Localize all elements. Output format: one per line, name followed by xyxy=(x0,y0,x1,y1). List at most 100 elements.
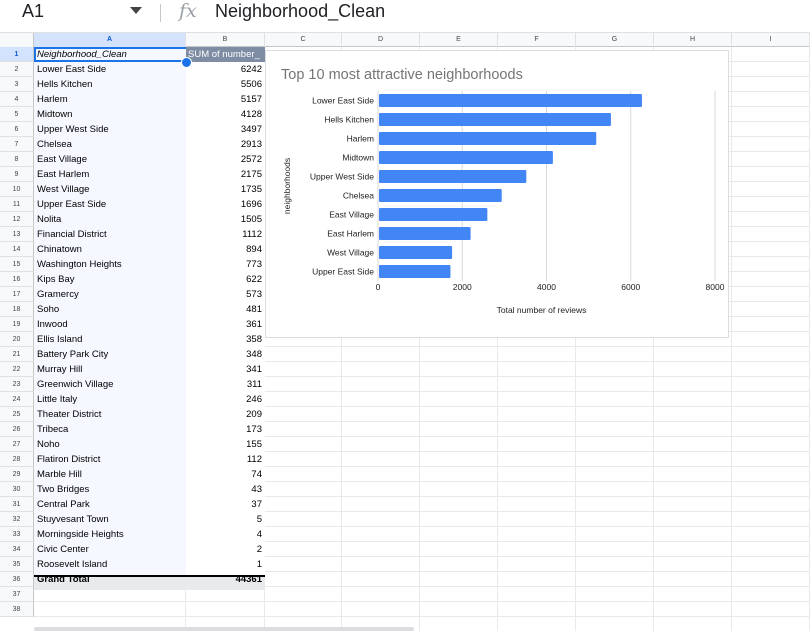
pivot-row-value[interactable]: 4 xyxy=(256,529,262,540)
pivot-row-label[interactable]: Flatiron District xyxy=(37,454,101,465)
pivot-row-value[interactable]: 1505 xyxy=(240,214,262,225)
pivot-row-value[interactable]: 622 xyxy=(246,274,262,285)
row-header-4[interactable]: 4 xyxy=(0,92,34,107)
pivot-row-label[interactable]: Two Bridges xyxy=(37,484,90,495)
row-header-5[interactable]: 5 xyxy=(0,107,34,122)
pivot-row-value[interactable]: 2 xyxy=(256,544,262,555)
pivot-row-value[interactable]: 209 xyxy=(246,409,262,420)
grand-total-label[interactable]: Grand Total xyxy=(37,574,90,585)
pivot-row-label[interactable]: Battery Park City xyxy=(37,349,109,360)
grand-total-value[interactable]: 44361 xyxy=(235,574,262,585)
pivot-row-value[interactable]: 1 xyxy=(256,559,262,570)
pivot-row-label[interactable]: Tribeca xyxy=(37,424,69,435)
pivot-row-value[interactable]: 773 xyxy=(246,259,262,270)
pivot-row-value[interactable]: 74 xyxy=(251,469,262,480)
column-header-e[interactable]: E xyxy=(420,33,498,47)
row-header-23[interactable]: 23 xyxy=(0,377,34,392)
pivot-row-value[interactable]: 155 xyxy=(246,439,262,450)
pivot-row-label[interactable]: Kips Bay xyxy=(37,274,75,285)
row-header-15[interactable]: 15 xyxy=(0,257,34,272)
pivot-row-label[interactable]: Ellis Island xyxy=(37,334,83,345)
pivot-row-label[interactable]: East Village xyxy=(37,154,87,165)
row-header-38[interactable]: 38 xyxy=(0,602,34,617)
pivot-row-value[interactable]: 5 xyxy=(256,514,262,525)
column-header-b[interactable]: B xyxy=(186,33,265,47)
row-header-26[interactable]: 26 xyxy=(0,422,34,437)
row-header-1[interactable]: 1 xyxy=(0,47,34,62)
pivot-row-label[interactable]: Soho xyxy=(37,304,60,315)
row-header-7[interactable]: 7 xyxy=(0,137,34,152)
name-box[interactable]: A1 xyxy=(22,1,45,21)
row-header-32[interactable]: 32 xyxy=(0,512,34,527)
pivot-row-value[interactable]: 43 xyxy=(251,484,262,495)
pivot-row-value[interactable]: 173 xyxy=(246,424,262,435)
pivot-row-label[interactable]: Roosevelt Island xyxy=(37,559,108,570)
pivot-row-label[interactable]: Chinatown xyxy=(37,244,82,255)
pivot-row-value[interactable]: 246 xyxy=(246,394,262,405)
row-header-22[interactable]: 22 xyxy=(0,362,34,377)
row-header-2[interactable]: 2 xyxy=(0,62,34,77)
row-header-21[interactable]: 21 xyxy=(0,347,34,362)
row-header-12[interactable]: 12 xyxy=(0,212,34,227)
row-header-3[interactable]: 3 xyxy=(0,77,34,92)
pivot-row-label[interactable]: Noho xyxy=(37,439,60,450)
pivot-row-label[interactable]: Little Italy xyxy=(37,394,78,405)
row-header-33[interactable]: 33 xyxy=(0,527,34,542)
pivot-row-label[interactable]: Morningside Heights xyxy=(37,529,124,540)
pivot-row-value[interactable]: 4128 xyxy=(240,109,262,120)
row-header-28[interactable]: 28 xyxy=(0,452,34,467)
row-header-31[interactable]: 31 xyxy=(0,497,34,512)
row-header-11[interactable]: 11 xyxy=(0,197,34,212)
pivot-row-value[interactable]: 2913 xyxy=(240,139,262,150)
column-header-d[interactable]: D xyxy=(342,33,420,47)
pivot-row-label[interactable]: West Village xyxy=(37,184,90,195)
column-header-f[interactable]: F xyxy=(498,33,576,47)
pivot-row-label[interactable]: Inwood xyxy=(37,319,68,330)
column-header-a[interactable]: A xyxy=(34,33,186,47)
selection-handle[interactable] xyxy=(181,57,192,68)
pivot-row-value[interactable]: 112 xyxy=(246,454,262,465)
pivot-value-header[interactable]: SUM of number_ xyxy=(188,49,260,60)
pivot-row-value[interactable]: 37 xyxy=(251,499,262,510)
row-header-13[interactable]: 13 xyxy=(0,227,34,242)
row-header-20[interactable]: 20 xyxy=(0,332,34,347)
row-header-30[interactable]: 30 xyxy=(0,482,34,497)
column-header-i[interactable]: I xyxy=(732,33,810,47)
pivot-row-value[interactable]: 6242 xyxy=(240,64,262,75)
row-header-14[interactable]: 14 xyxy=(0,242,34,257)
pivot-row-value[interactable]: 481 xyxy=(246,304,262,315)
row-header-25[interactable]: 25 xyxy=(0,407,34,422)
row-header-19[interactable]: 19 xyxy=(0,317,34,332)
pivot-row-label[interactable]: Nolita xyxy=(37,214,62,225)
column-header-c[interactable]: C xyxy=(265,33,342,47)
row-header-27[interactable]: 27 xyxy=(0,437,34,452)
pivot-row-value[interactable]: 358 xyxy=(246,334,262,345)
pivot-row-header[interactable]: Neighborhood_Clean xyxy=(37,49,127,60)
column-header-h[interactable]: H xyxy=(654,33,732,47)
pivot-row-label[interactable]: Central Park xyxy=(37,499,90,510)
select-all-corner[interactable] xyxy=(0,33,34,47)
pivot-row-label[interactable]: Marble Hill xyxy=(37,469,82,480)
row-header-29[interactable]: 29 xyxy=(0,467,34,482)
row-header-37[interactable]: 37 xyxy=(0,587,34,602)
row-header-35[interactable]: 35 xyxy=(0,557,34,572)
pivot-row-value[interactable]: 5157 xyxy=(240,94,262,105)
pivot-row-value[interactable]: 1112 xyxy=(242,229,262,240)
row-header-10[interactable]: 10 xyxy=(0,182,34,197)
row-header-34[interactable]: 34 xyxy=(0,542,34,557)
pivot-row-label[interactable]: Midtown xyxy=(37,109,73,120)
pivot-row-label[interactable]: Hells Kitchen xyxy=(37,79,93,90)
pivot-row-value[interactable]: 341 xyxy=(246,364,262,375)
pivot-row-value[interactable]: 2175 xyxy=(240,169,262,180)
pivot-row-value[interactable]: 573 xyxy=(246,289,262,300)
pivot-row-label[interactable]: Chelsea xyxy=(37,139,72,150)
pivot-row-label[interactable]: East Harlem xyxy=(37,169,90,180)
row-header-24[interactable]: 24 xyxy=(0,392,34,407)
horizontal-scrollbar[interactable] xyxy=(34,627,414,631)
pivot-row-label[interactable]: Upper East Side xyxy=(37,199,107,210)
pivot-row-label[interactable]: Gramercy xyxy=(37,289,79,300)
pivot-row-value[interactable]: 361 xyxy=(246,319,262,330)
pivot-row-value[interactable]: 894 xyxy=(246,244,262,255)
pivot-row-value[interactable]: 311 xyxy=(246,379,262,390)
pivot-row-value[interactable]: 1735 xyxy=(240,184,262,195)
